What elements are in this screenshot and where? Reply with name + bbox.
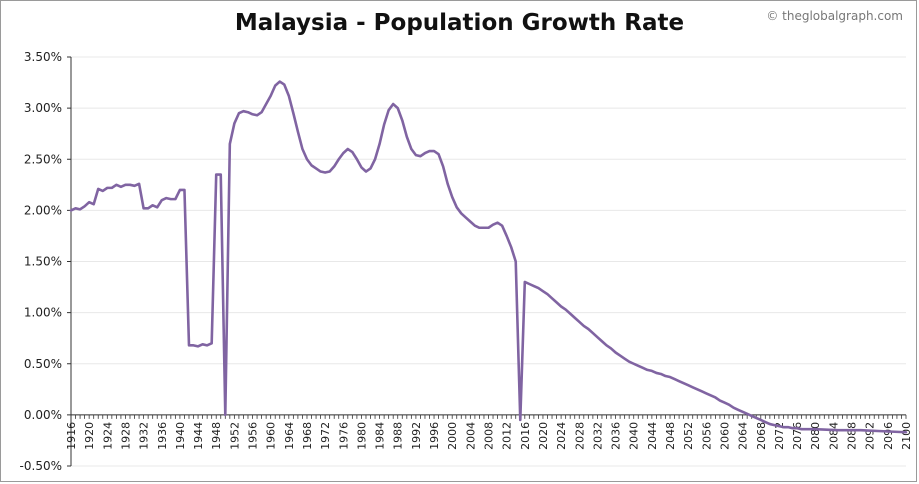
x-tick-label: 1960 [265, 422, 278, 450]
x-tick-label: 1932 [138, 422, 151, 450]
x-tick-label: 2100 [900, 422, 913, 450]
y-tick-label: 3.50% [24, 50, 62, 64]
x-tick-label: 1944 [192, 422, 205, 450]
x-tick-label: 1976 [337, 422, 350, 450]
y-axis: 3.50% 3.00% 2.50% 2.00% 1.50% 1.00% 0.50% 0.00%… [20, 50, 72, 473]
x-tick-label: 2040 [628, 422, 641, 450]
y-tick-label: 2.00% [24, 203, 62, 217]
x-axis: 1916 1920 1924 1928 1932 1936 1940 1944 1948 1952… [65, 414, 913, 450]
x-tick-label: 2044 [646, 422, 659, 450]
series-line [69, 80, 908, 434]
x-tick-label: 1996 [428, 422, 441, 450]
x-tick-label: 1936 [156, 422, 169, 450]
x-tick-label: 1992 [410, 422, 423, 450]
x-tick-label: 2024 [555, 422, 568, 450]
y-tick-label: 0.00% [24, 408, 62, 422]
x-tick-label: 2004 [464, 422, 477, 450]
x-tick-label: 1956 [247, 422, 260, 450]
x-tick-label: 1964 [283, 422, 296, 450]
x-tick-label: 2060 [718, 422, 731, 450]
x-tick-label: 1980 [355, 422, 368, 450]
gridlines [71, 56, 906, 467]
x-tick-label: 2056 [700, 422, 713, 450]
y-tick-label: -0.50% [20, 459, 62, 473]
y-tick-label: 1.50% [24, 255, 62, 269]
x-tick-label: 2068 [755, 422, 768, 450]
x-tick-label: 2048 [664, 422, 677, 450]
series-layer [69, 80, 908, 434]
x-tick-label: 2000 [446, 422, 459, 450]
x-tick-label: 1924 [101, 422, 114, 450]
y-tick-label: 3.00% [24, 101, 62, 115]
x-tick-label: 2076 [791, 422, 804, 450]
x-tick-label: 1920 [83, 422, 96, 450]
y-tick-label: 2.50% [24, 152, 62, 166]
x-tick-label: 2020 [537, 422, 550, 450]
x-tick-label: 2088 [846, 422, 859, 450]
x-tick-label: 1940 [174, 422, 187, 450]
source-credit: © theglobalgraph.com [766, 9, 903, 23]
x-tick-label: 1984 [374, 422, 387, 450]
chart-title: Malaysia - Population Growth Rate [234, 10, 685, 36]
x-tick-label: 2092 [864, 422, 877, 450]
x-tick-label: 1972 [319, 422, 332, 450]
y-tick-label: 1.00% [24, 306, 62, 320]
x-tick-label: 2008 [483, 422, 496, 450]
x-tick-label: 2016 [519, 422, 532, 450]
x-tick-label: 2032 [591, 422, 604, 450]
x-tick-label: 2080 [809, 422, 822, 450]
x-tick-label: 2096 [882, 422, 895, 450]
x-tick-label: 1968 [301, 422, 314, 450]
x-tick-label: 1952 [228, 422, 241, 450]
x-tick-label: 2072 [773, 422, 786, 450]
x-tick-label: 2064 [737, 422, 750, 450]
x-tick-label: 2012 [501, 422, 514, 450]
x-tick-label: 1948 [210, 422, 223, 450]
x-tick-label: 1928 [119, 422, 132, 450]
x-tick-label: 2052 [682, 422, 695, 450]
x-tick-label: 1988 [392, 422, 405, 450]
y-tick-label: 0.50% [24, 357, 62, 371]
x-tick-label: 1916 [65, 422, 78, 450]
x-tick-label: 2028 [573, 422, 586, 450]
x-tick-label: 2084 [827, 422, 840, 450]
x-tick-label: 2036 [610, 422, 623, 450]
